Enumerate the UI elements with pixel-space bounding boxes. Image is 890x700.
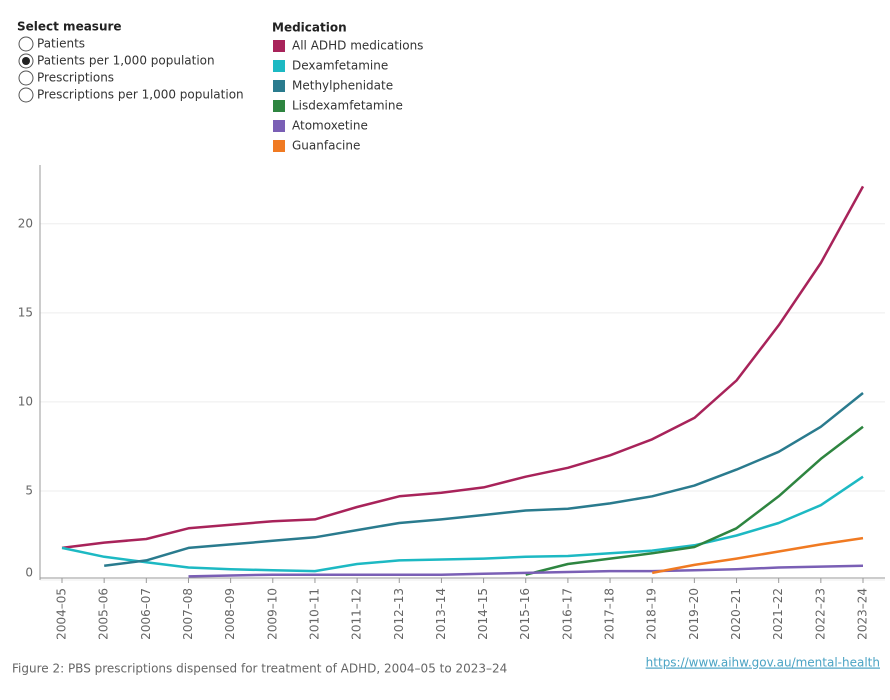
series-line <box>61 185 865 550</box>
radio-label[interactable]: Patients per 1,000 population <box>37 54 215 68</box>
x-tick-label: 2016–17 <box>560 588 574 640</box>
series-line <box>651 536 864 575</box>
x-tick-label: 2014–15 <box>476 588 490 640</box>
radio-label[interactable]: Prescriptions <box>37 71 114 85</box>
x-tick-label: 2017–18 <box>603 588 617 640</box>
legend-label[interactable]: All ADHD medications <box>292 39 423 53</box>
x-tick-label: 2008–09 <box>223 588 237 640</box>
x-tick-label: 2018–19 <box>645 588 659 640</box>
legend-label[interactable]: Guanfacine <box>292 139 360 153</box>
legend-swatch[interactable] <box>273 60 285 72</box>
legend-swatch[interactable] <box>273 120 285 132</box>
x-tick-label: 2021–22 <box>771 588 785 640</box>
source-link[interactable]: https://www.aihw.gov.au/mental-health <box>646 656 880 670</box>
radio-label[interactable]: Patients <box>37 37 85 51</box>
radio-label[interactable]: Prescriptions per 1,000 population <box>37 88 244 102</box>
y-tick-label: 5 <box>25 483 33 497</box>
x-tick-label: 2007–08 <box>181 588 195 640</box>
legend-label[interactable]: Lisdexamfetamine <box>292 99 403 113</box>
y-tick-label: 20 <box>18 216 33 230</box>
series-line <box>525 425 864 576</box>
radio-button[interactable] <box>18 36 34 52</box>
radio-button[interactable] <box>18 87 34 103</box>
x-tick-label: 2004–05 <box>55 588 69 640</box>
y-tick-label: 15 <box>18 305 33 319</box>
x-tick-label: 2012–13 <box>392 588 406 640</box>
x-tick-label: 2006–07 <box>139 588 153 640</box>
legend-swatch[interactable] <box>273 100 285 112</box>
radio-dot <box>22 57 30 65</box>
series-line <box>188 564 864 578</box>
legend-label[interactable]: Atomoxetine <box>292 119 368 133</box>
x-tick-label: 2019–20 <box>687 588 701 640</box>
controls-title: Select measure <box>17 20 122 34</box>
y-tick-label: 0 <box>25 566 33 580</box>
legend-swatch[interactable] <box>273 140 285 152</box>
x-tick-label: 2015–16 <box>518 588 532 640</box>
x-tick-label: 2011–12 <box>350 588 364 640</box>
x-tick-label: 2009–10 <box>265 588 279 640</box>
radio-button[interactable] <box>18 70 34 86</box>
x-tick-label: 2020–21 <box>729 588 743 640</box>
x-tick-label: 2013–14 <box>434 588 448 640</box>
legend-title: Medication <box>272 21 347 35</box>
x-tick-label: 2022–23 <box>813 588 827 640</box>
legend-swatch[interactable] <box>273 40 285 52</box>
x-tick-label: 2010–11 <box>307 588 321 640</box>
x-tick-label: 2005–06 <box>97 588 111 640</box>
legend-label[interactable]: Dexamfetamine <box>292 59 388 73</box>
legend-label[interactable]: Methylphenidate <box>292 79 393 93</box>
legend-swatch[interactable] <box>273 80 285 92</box>
x-tick-label: 2023–24 <box>856 588 870 640</box>
caption: Figure 2: PBS prescriptions dispensed fo… <box>12 662 507 676</box>
series-line <box>61 475 864 573</box>
series-line <box>104 392 864 568</box>
y-tick-label: 10 <box>18 394 33 408</box>
